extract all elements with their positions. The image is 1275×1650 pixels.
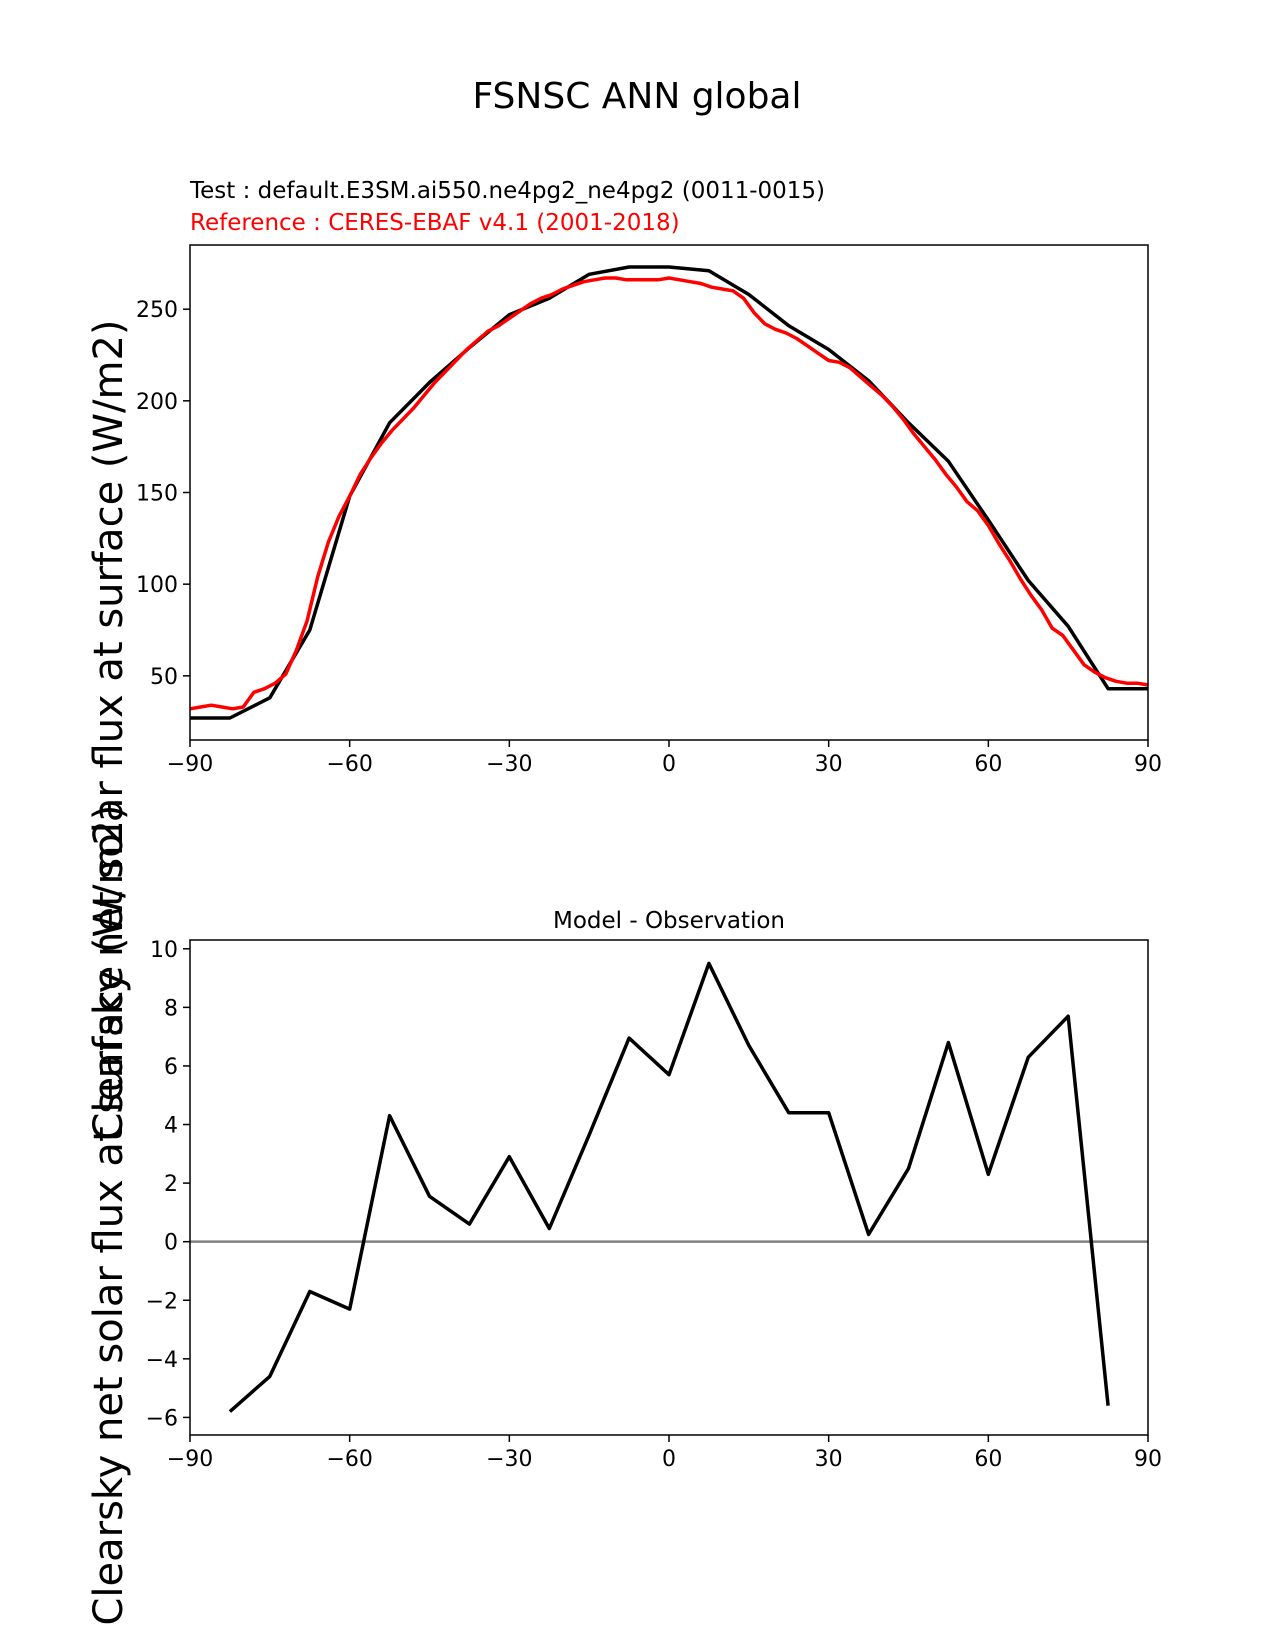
top-x-tick-label: 0: [662, 752, 676, 777]
bottom-y-tick-label: −2: [146, 1289, 178, 1314]
top-y-axis-label: Clearsky net solar flux at surface (W/m2…: [86, 319, 132, 1140]
bottom-y-tick-label: 8: [164, 996, 178, 1021]
bottom-y-tick-label: 6: [164, 1055, 178, 1080]
reference-label: Reference : CERES-EBAF v4.1 (2001-2018): [190, 210, 680, 236]
top-y-tick-label: 100: [136, 573, 178, 598]
top-x-tick-label: 90: [1134, 752, 1162, 777]
top-x-tick-label: −30: [486, 752, 532, 777]
bottom-y-tick-label: 10: [150, 938, 178, 963]
bottom-x-tick-label: −60: [326, 1447, 372, 1472]
top-series-lines: [189, 265, 1149, 720]
top-y-tick-label: 250: [136, 298, 178, 323]
bottom-y-tick-label: −6: [146, 1406, 178, 1431]
bottom-x-tick-label: −90: [167, 1447, 213, 1472]
top-series-1-line: [189, 276, 1149, 711]
bottom-x-ticks: −90 −60 −30 0 30 60 90: [167, 1435, 1162, 1472]
top-y-ticks: 50 100 150 200 250: [136, 298, 190, 690]
top-y-tick-label: 150: [136, 482, 178, 507]
top-chart-panel: −90 −60 −30 0 30 60 90 50 100 150 200 250: [136, 244, 1162, 777]
bottom-y-ticks: −6 −4 −2 0 2 4 6 8 10: [146, 938, 190, 1431]
bottom-chart-panel: Model - Observation −90 −60 −30 0 30 60 90 −6−…: [146, 908, 1162, 1472]
top-y-tick-label: 200: [136, 390, 178, 415]
bottom-y-tick-label: 4: [164, 1114, 178, 1139]
bottom-series-lines: [190, 961, 1148, 1413]
top-x-tick-label: 30: [815, 752, 843, 777]
bottom-x-tick-label: 60: [974, 1447, 1002, 1472]
bottom-x-tick-label: 90: [1134, 1447, 1162, 1472]
test-label: Test : default.E3SM.ai550.ne4pg2_ne4pg2 …: [189, 178, 825, 204]
bottom-x-tick-label: 0: [662, 1447, 676, 1472]
bottom-y-axis-label: Clearsky net solar flux at surface (W/m2…: [86, 804, 132, 1625]
bottom-y-tick-label: 2: [164, 1172, 178, 1197]
bottom-y-tick-label: 0: [164, 1231, 178, 1256]
top-x-tick-label: 60: [974, 752, 1002, 777]
bottom-y-tick-label: −4: [146, 1348, 178, 1373]
top-x-ticks: −90 −60 −30 0 30 60 90: [167, 740, 1162, 777]
top-y-tick-label: 50: [150, 665, 178, 690]
top-x-tick-label: −60: [326, 752, 372, 777]
bottom-x-tick-label: 30: [815, 1447, 843, 1472]
top-x-tick-label: −90: [167, 752, 213, 777]
bottom-chart-title: Model - Observation: [553, 908, 785, 934]
figure-title: FSNSC ANN global: [472, 76, 801, 117]
bottom-series-0-line: [228, 961, 1110, 1413]
bottom-x-tick-label: −30: [486, 1447, 532, 1472]
